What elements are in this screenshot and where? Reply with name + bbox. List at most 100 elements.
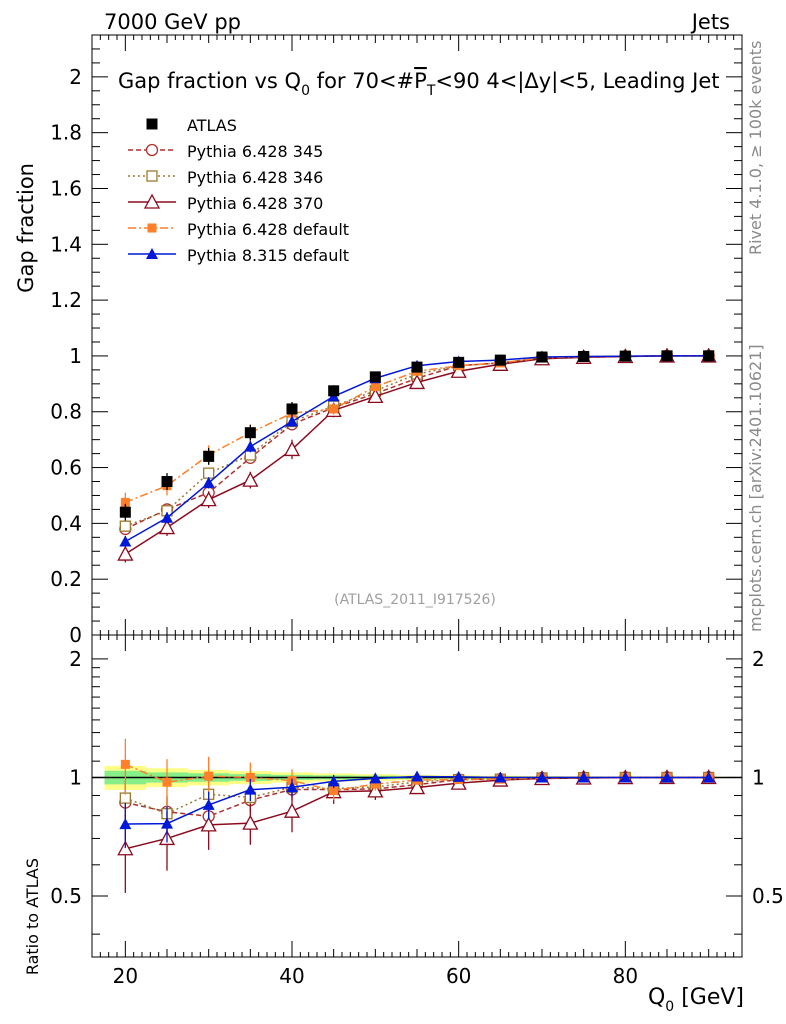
atlas-data-point (536, 351, 548, 363)
legend-marker-3 (147, 223, 157, 233)
atlas-data-point (119, 506, 131, 518)
top-y-tick-label: 0.8 (50, 400, 82, 424)
rivet-version-label: Rivet 4.1.0, ≥ 100k events (746, 41, 765, 255)
top-y-tick-label: 0.4 (50, 511, 82, 535)
series-1-point (203, 467, 215, 479)
top-series-group (117, 347, 717, 563)
series-4-ratio-point (494, 771, 507, 783)
series-4-point (161, 511, 173, 523)
series-3-ratio-point (329, 786, 339, 796)
series-3-ratio-point (162, 777, 172, 787)
legend-label-1: Pythia 6.428 346 (187, 168, 323, 187)
series-4-ratio-point (411, 770, 423, 782)
legend-marker-atlas (146, 118, 158, 130)
ratio-y-tick-label-right: 1 (752, 765, 765, 789)
x-tick-label: 80 (613, 964, 638, 988)
legend-label-3: Pythia 6.428 default (187, 220, 349, 239)
series-3-ratio-point (204, 771, 214, 781)
atlas-data-point (369, 371, 381, 383)
atlas-data-point (494, 354, 506, 366)
svg-text:Gap fraction vs Q0 for 70<#PT<: Gap fraction vs Q0 for 70<#PT<90 4<|Δy|<… (118, 69, 720, 99)
atlas-data-point (244, 427, 256, 439)
atlas-data-point (578, 350, 590, 362)
header-energy-label: 7000 GeV pp (104, 10, 241, 34)
legend-marker-2 (143, 193, 161, 209)
header-jets-label: Jets (690, 10, 730, 34)
series-2-ratio-point (242, 814, 259, 830)
title-part-b: for 70<# (310, 69, 414, 93)
atlas-data-point (619, 350, 631, 362)
top-y-tick-label: 1.8 (50, 121, 82, 145)
series-3-point (329, 404, 339, 414)
x-tick-label: 60 (446, 964, 471, 988)
series-4-ratio-point (119, 818, 132, 830)
legend-label-0: Pythia 6.428 345 (187, 142, 323, 161)
series-2-point (450, 362, 467, 378)
ratio-plot-area: 20 40 60 80 0.5 0.5 1 1 2 2 (50, 634, 784, 988)
series-2-ratio-point (408, 779, 426, 795)
x-tick-label: 20 (113, 964, 138, 988)
series-4-point (286, 415, 298, 427)
series-4-ratio-point (286, 781, 298, 793)
atlas-data-point (286, 403, 298, 415)
legend-marker-0 (145, 143, 159, 157)
series-2-ratio-point (200, 816, 217, 832)
series-2-point (408, 374, 426, 390)
top-y-tick-label: 2 (69, 65, 82, 89)
x-axis-title-q: Q (648, 985, 665, 1010)
series-4-ratio-point (161, 817, 173, 829)
analysis-tag: (ATLAS_2011_I917526) (334, 592, 496, 608)
series-2-point (283, 441, 301, 457)
x-axis-title-unit: [GeV] (674, 985, 744, 1010)
series-4-ratio (119, 770, 715, 849)
series-4-ratio-point (202, 798, 215, 810)
atlas-data (119, 350, 715, 521)
title-part-a: Gap fraction vs Q (118, 69, 301, 93)
series-4-ratio-point (619, 771, 632, 783)
series-4-ratio-point (661, 771, 673, 783)
plot-title: Gap fraction vs Q0 for 70<#PT<90 4<|Δy|<… (118, 69, 720, 99)
atlas-data-point (328, 385, 340, 397)
series-1-point (119, 520, 131, 532)
top-y-tick-label: 1.2 (50, 288, 82, 312)
title-sub-0: 0 (301, 83, 310, 99)
series-2-ratio-point (283, 802, 301, 818)
top-y-tick-label: 1.4 (50, 232, 82, 256)
x-axis-title: Q0 [GeV] (648, 985, 744, 1015)
series-2-point (200, 491, 217, 507)
top-y-tick-label: 0.6 (50, 456, 82, 480)
series-2-point (117, 545, 134, 561)
series-1-line (125, 355, 709, 527)
atlas-data-point (453, 356, 465, 368)
top-y-tick-label: 0.2 (50, 567, 82, 591)
top-plot-area: 0 0.2 0.4 0.6 0.8 1 1.2 1.4 1.6 1.8 2 (50, 34, 743, 647)
title-part-c: P (414, 69, 427, 93)
series-4-ratio-point (577, 771, 590, 783)
legend-marker-1 (146, 170, 158, 182)
series-4-point (202, 476, 215, 488)
series-4-ratio-point (536, 771, 548, 783)
top-y-tick-label: 1 (69, 344, 82, 368)
series-4-ratio-point (244, 783, 257, 795)
x-axis-title-sub: 0 (665, 999, 674, 1015)
atlas-data-point (661, 350, 673, 362)
ratio-y-tick-label: 1 (69, 765, 82, 789)
legend-marker-4 (146, 248, 158, 259)
top-y-tick-label: 0 (69, 623, 82, 647)
series-4-ratio-point (369, 772, 382, 784)
mcplots-label: mcplots.cern.ch [arXiv:2401.10621] (746, 344, 765, 632)
top-y-tick-label: 1.6 (50, 176, 82, 200)
legend: ATLAS Pythia 6.428 345 Pythia 6.428 346 Pyt… (128, 116, 349, 265)
series-3-ratio-point (370, 779, 380, 789)
series-4-point (244, 440, 257, 452)
series-2-point (242, 471, 259, 487)
x-tick-label: 40 (279, 964, 304, 988)
top-y-axis-title: Gap fraction (14, 163, 38, 293)
ratio-series-group (117, 738, 717, 893)
ratio-y-tick-label: 2 (69, 647, 82, 671)
atlas-data-point (161, 476, 173, 488)
series-2-point (367, 388, 384, 404)
legend-label-4: Pythia 8.315 default (187, 246, 349, 265)
series-2-ratio-point (117, 840, 134, 856)
